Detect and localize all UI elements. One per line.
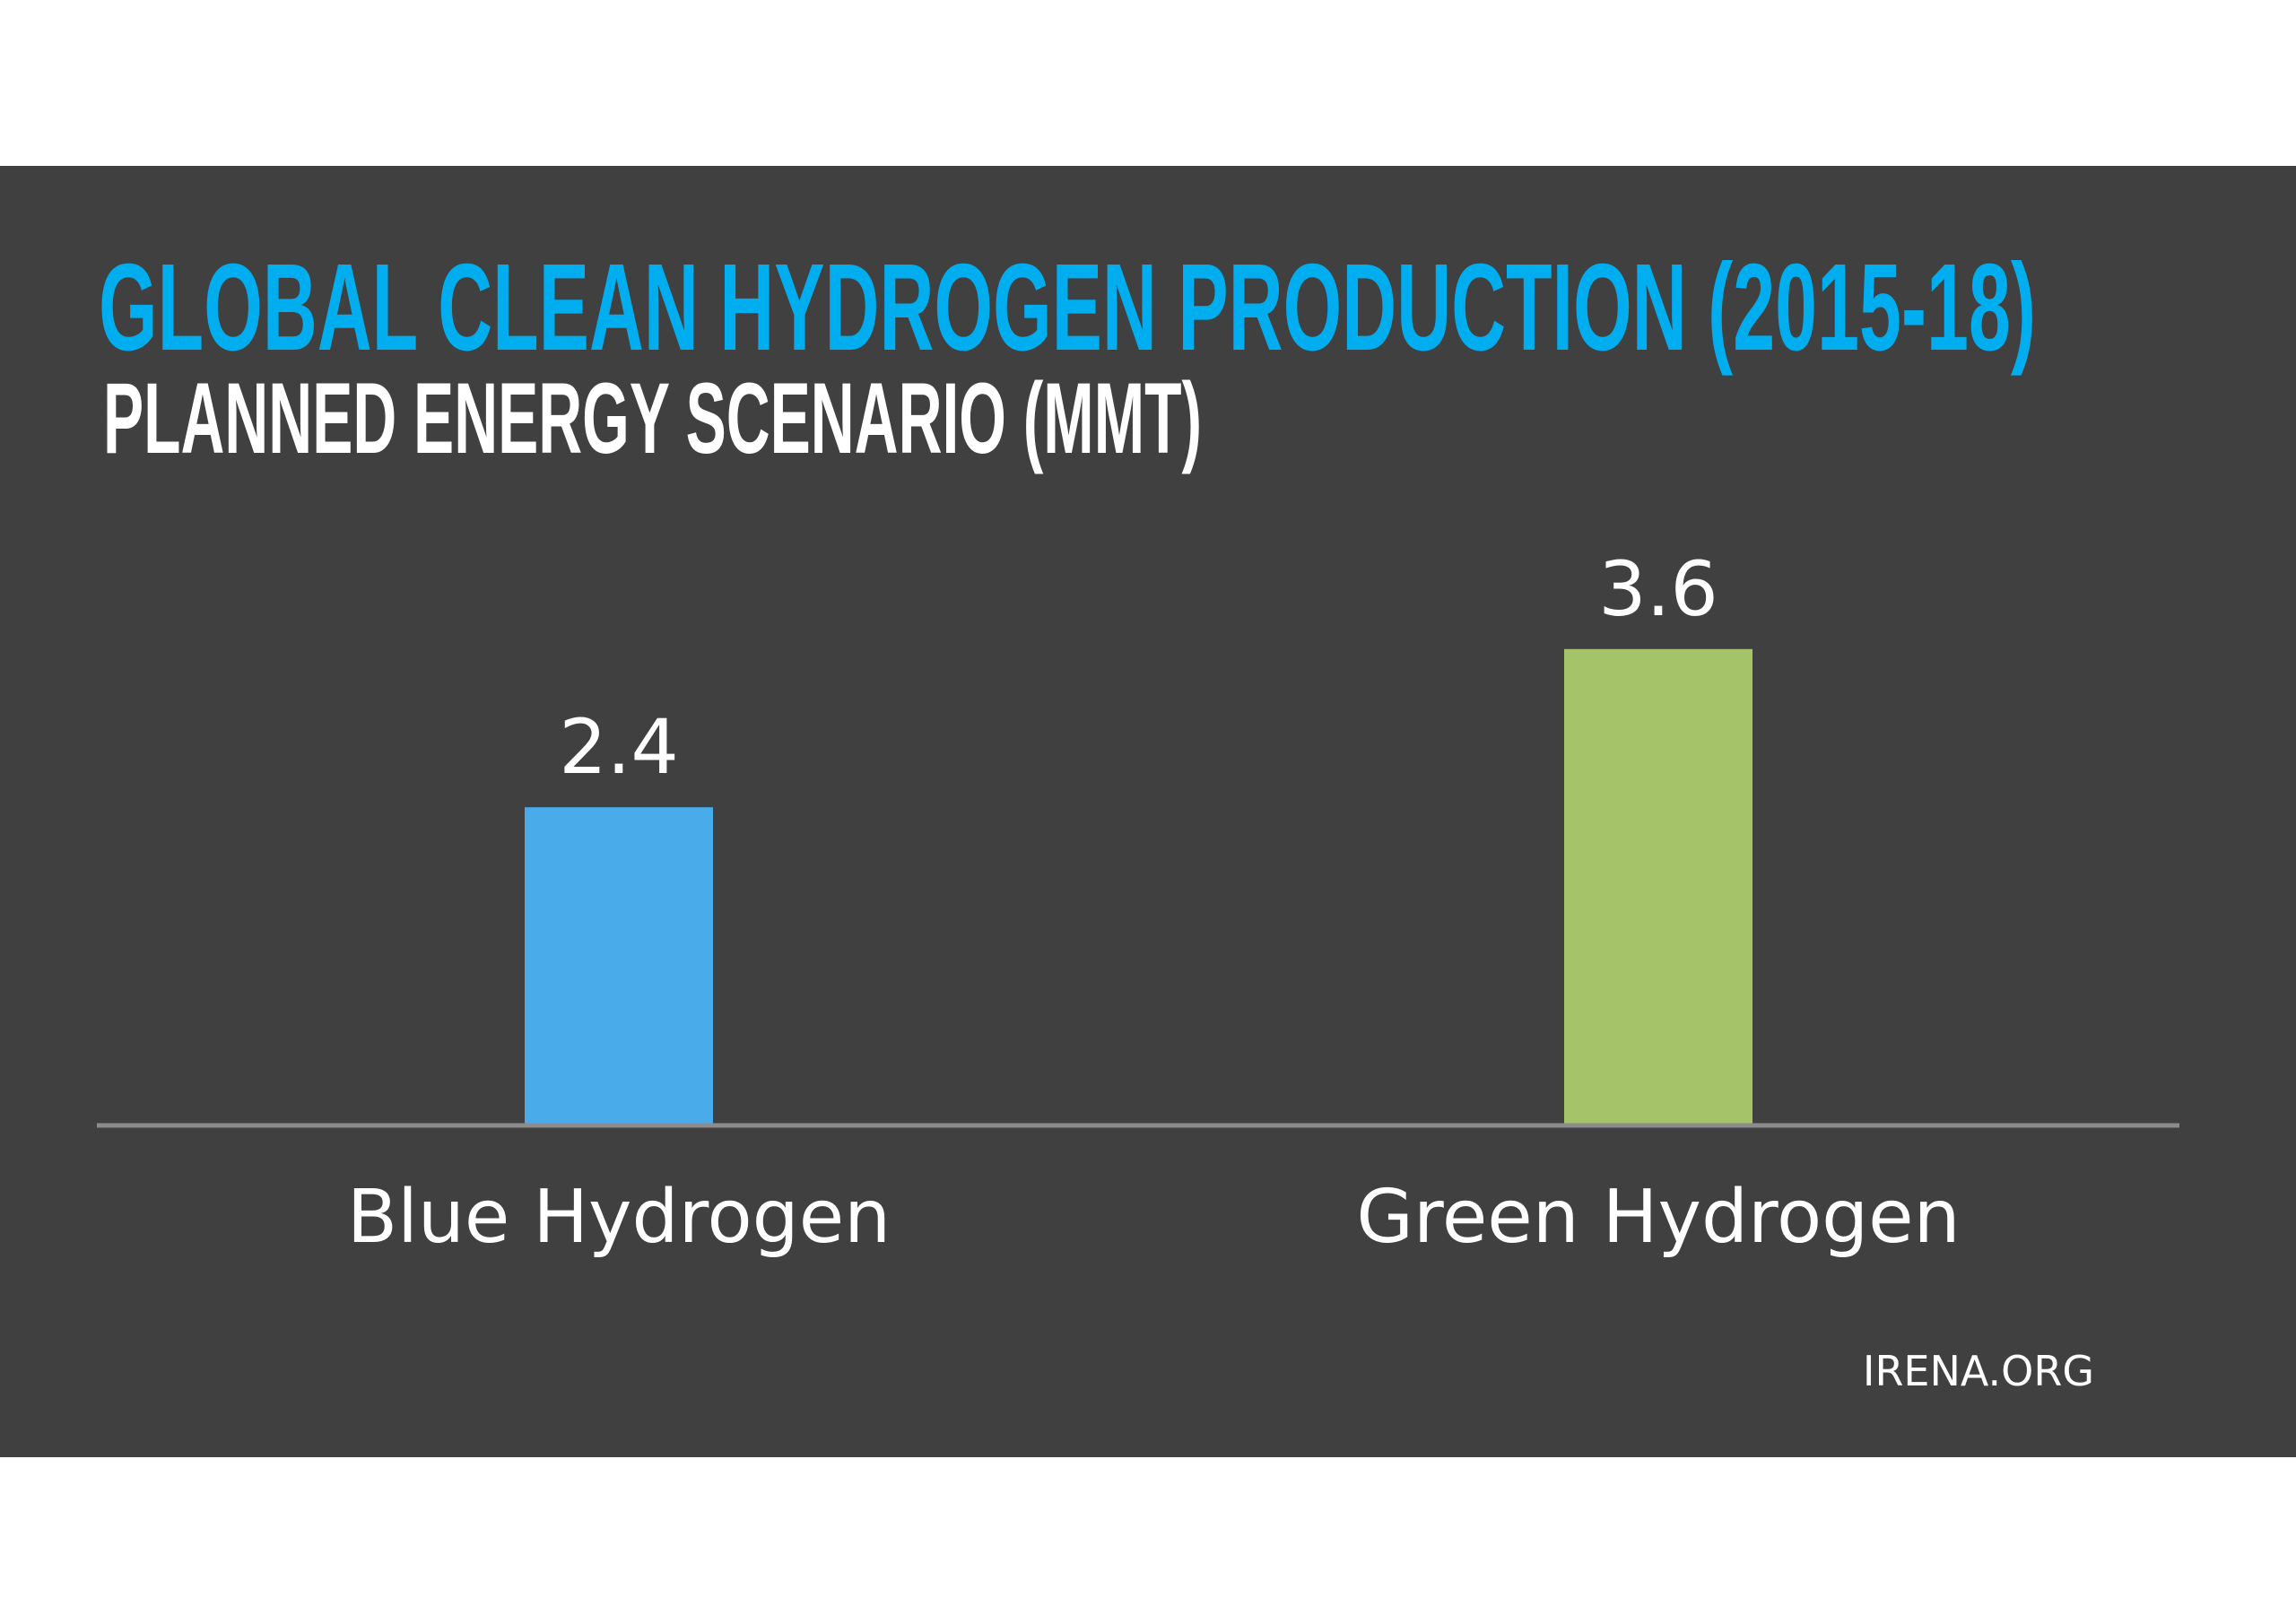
bars-group: 2.4 Blue Hydrogen 3.6 Green Hydrogen [347, 545, 1961, 1260]
x-tick-label: Blue Hydrogen [347, 1175, 891, 1260]
chart-panel [0, 166, 2296, 1457]
chart-subtitle: PLANNED ENERGY SCENARIO (MMT) [103, 362, 1202, 474]
bar-green-hydrogen [1564, 648, 1752, 1124]
source-label: IRENA.ORG [1863, 1347, 2094, 1395]
chart-title: GLOBAL CLEAN HYDROGEN PRODUCTION (2015-1… [99, 239, 2036, 377]
data-label: 3.6 [1598, 545, 1718, 633]
bar-blue-hydrogen [525, 807, 713, 1124]
data-label: 2.4 [559, 703, 679, 791]
x-tick-label: Green Hydrogen [1356, 1175, 1960, 1260]
